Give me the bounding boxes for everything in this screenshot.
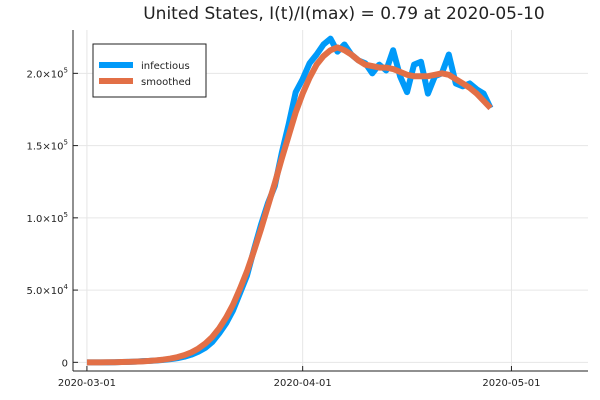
y-tick-label: 0 bbox=[62, 358, 68, 369]
axis-layer: 2020-03-01 2020-04-01 2020-05-01 0 5.0×104 1.… bbox=[27, 30, 588, 389]
y-tick-label: 2.0×105 bbox=[27, 66, 68, 80]
x-tick-label: 2020-05-01 bbox=[482, 378, 540, 389]
y-tick-label: 5.0×104 bbox=[27, 283, 69, 297]
legend-label-infectious: infectious bbox=[141, 61, 190, 72]
chart-title: United States, I(t)/I(max) = 0.79 at 202… bbox=[143, 4, 545, 24]
y-tick-mantissa: 1.0×10 bbox=[27, 214, 64, 225]
x-tick-label: 2020-03-01 bbox=[58, 378, 116, 389]
y-tick-mantissa: 0 bbox=[62, 358, 68, 369]
y-tick-exponent: 5 bbox=[64, 211, 68, 219]
y-tick-exponent: 5 bbox=[64, 139, 68, 147]
series-line-smoothed bbox=[86, 44, 493, 366]
legend-box bbox=[92, 43, 207, 98]
x-tick-label: 2020-04-01 bbox=[274, 378, 332, 389]
y-tick-mantissa: 1.5×10 bbox=[27, 142, 64, 153]
legend-label-smoothed: smoothed bbox=[141, 77, 191, 88]
y-tick-mantissa: 2.0×10 bbox=[27, 69, 64, 80]
series-layer bbox=[86, 35, 494, 366]
y-tick-exponent: 5 bbox=[64, 66, 68, 74]
legend: infectious smoothed bbox=[92, 43, 207, 98]
y-tick-label: 1.0×105 bbox=[27, 211, 68, 225]
y-tick-mantissa: 5.0×10 bbox=[27, 286, 64, 297]
y-tick-exponent: 4 bbox=[64, 283, 69, 291]
y-tick-label: 1.5×105 bbox=[27, 139, 68, 153]
